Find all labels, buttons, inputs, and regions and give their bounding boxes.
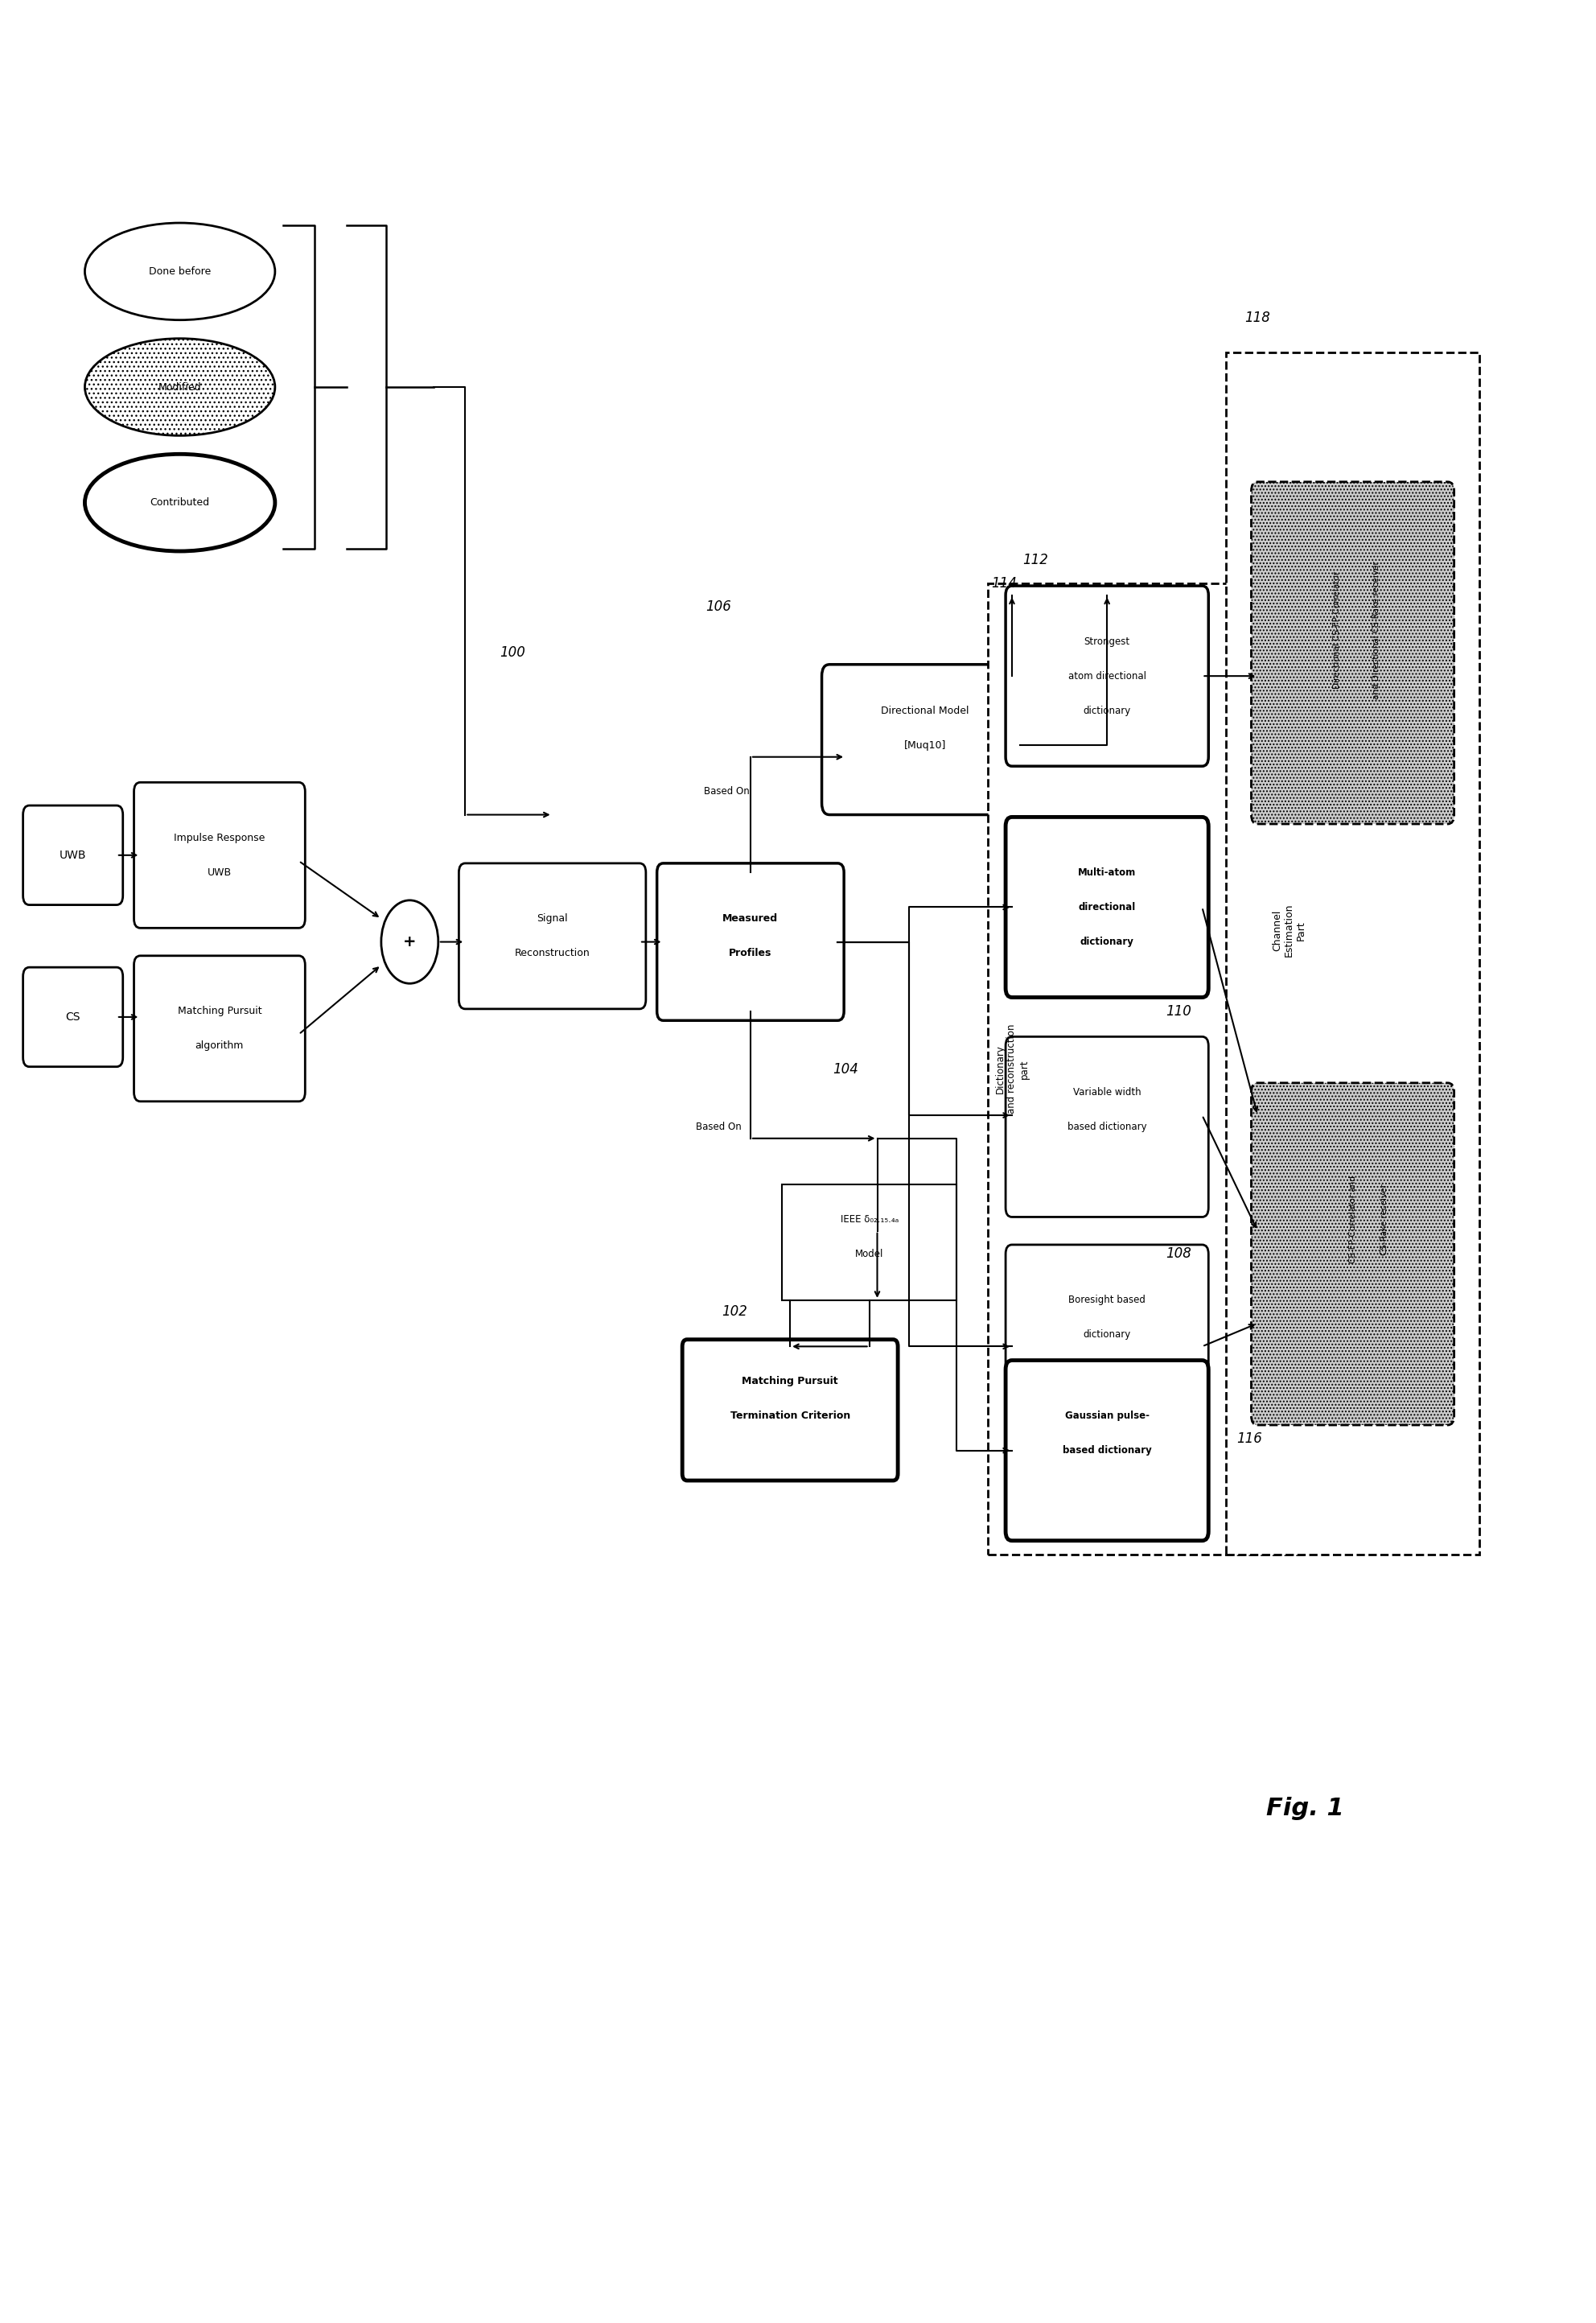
FancyBboxPatch shape xyxy=(22,806,123,906)
FancyBboxPatch shape xyxy=(683,1340,899,1480)
Text: Variable width: Variable width xyxy=(1073,1087,1141,1096)
FancyBboxPatch shape xyxy=(1005,1361,1208,1540)
Text: Strongest: Strongest xyxy=(1084,637,1130,646)
Text: [Muq10]: [Muq10] xyxy=(903,741,946,750)
Text: Based On: Based On xyxy=(704,787,750,797)
Text: 108: 108 xyxy=(1165,1247,1191,1261)
Text: Boresight based: Boresight based xyxy=(1068,1294,1146,1306)
Bar xyxy=(988,583,1306,1554)
Text: Reconstruction: Reconstruction xyxy=(514,948,591,959)
Text: Multi-atom: Multi-atom xyxy=(1077,866,1136,878)
Text: 114: 114 xyxy=(991,576,1017,590)
Text: CS: CS xyxy=(65,1011,80,1022)
Text: Directional CS-FP-Correlator: Directional CS-FP-Correlator xyxy=(1333,571,1341,688)
Text: 104: 104 xyxy=(833,1062,859,1076)
Text: Contributed: Contributed xyxy=(150,497,209,509)
Text: 110: 110 xyxy=(1165,1004,1191,1017)
Ellipse shape xyxy=(85,453,275,551)
Text: Signal: Signal xyxy=(536,913,568,925)
Text: Modified: Modified xyxy=(158,381,201,393)
Text: Channel
Estimation
Part: Channel Estimation Part xyxy=(1272,904,1307,957)
FancyBboxPatch shape xyxy=(1251,1083,1454,1424)
Text: 100: 100 xyxy=(500,646,525,660)
FancyBboxPatch shape xyxy=(1251,481,1454,825)
Text: 118: 118 xyxy=(1245,311,1270,325)
Text: Based On: Based On xyxy=(696,1122,742,1131)
Text: Directional Model: Directional Model xyxy=(881,706,969,715)
Text: Fig. 1: Fig. 1 xyxy=(1266,1798,1344,1821)
FancyBboxPatch shape xyxy=(1005,585,1208,767)
Text: UWB: UWB xyxy=(207,866,231,878)
Text: 116: 116 xyxy=(1237,1431,1262,1447)
FancyBboxPatch shape xyxy=(134,783,305,927)
Text: Dictionary
and reconstruction
part: Dictionary and reconstruction part xyxy=(994,1024,1029,1115)
FancyBboxPatch shape xyxy=(134,955,305,1101)
Text: 112: 112 xyxy=(1023,553,1049,567)
FancyBboxPatch shape xyxy=(822,664,1028,815)
Text: Impulse Response: Impulse Response xyxy=(174,832,265,843)
Bar xyxy=(1226,353,1479,1554)
Text: Termination Criterion: Termination Criterion xyxy=(729,1410,851,1422)
Text: and Directional CS-Rake receiver: and Directional CS-Rake receiver xyxy=(1373,560,1381,699)
FancyBboxPatch shape xyxy=(658,864,844,1020)
Text: atom directional: atom directional xyxy=(1068,671,1146,681)
Text: Gaussian pulse-: Gaussian pulse- xyxy=(1065,1410,1149,1422)
Text: dictionary: dictionary xyxy=(1084,1329,1132,1340)
Text: Measured: Measured xyxy=(723,913,779,925)
FancyBboxPatch shape xyxy=(1005,818,1208,997)
FancyBboxPatch shape xyxy=(1005,1245,1208,1424)
FancyBboxPatch shape xyxy=(1005,1036,1208,1217)
Text: dictionary: dictionary xyxy=(1080,936,1133,948)
Text: 106: 106 xyxy=(705,599,731,613)
Text: algorithm: algorithm xyxy=(195,1041,244,1050)
Text: Done before: Done before xyxy=(148,267,211,276)
FancyBboxPatch shape xyxy=(458,864,646,1008)
Text: IEEE δ₀₂.₁₅.₄ₐ: IEEE δ₀₂.₁₅.₄ₐ xyxy=(839,1215,899,1224)
Text: Matching Pursuit: Matching Pursuit xyxy=(177,1006,262,1017)
Text: based dictionary: based dictionary xyxy=(1068,1122,1146,1131)
Text: Matching Pursuit: Matching Pursuit xyxy=(742,1375,838,1387)
Bar xyxy=(782,1185,956,1301)
Ellipse shape xyxy=(85,339,275,437)
Text: Model: Model xyxy=(855,1250,884,1259)
Text: directional: directional xyxy=(1079,901,1136,913)
Text: based dictionary: based dictionary xyxy=(1063,1445,1152,1457)
Text: UWB: UWB xyxy=(59,850,86,862)
Text: +: + xyxy=(404,934,417,950)
Ellipse shape xyxy=(85,223,275,321)
FancyBboxPatch shape xyxy=(22,966,123,1066)
Text: 102: 102 xyxy=(721,1306,747,1319)
Text: dictionary: dictionary xyxy=(1084,706,1132,715)
Text: Profiles: Profiles xyxy=(729,948,772,959)
Text: CS-Rake receiver: CS-Rake receiver xyxy=(1381,1182,1389,1254)
Text: CS-FP-Correlator and: CS-FP-Correlator and xyxy=(1349,1175,1357,1264)
